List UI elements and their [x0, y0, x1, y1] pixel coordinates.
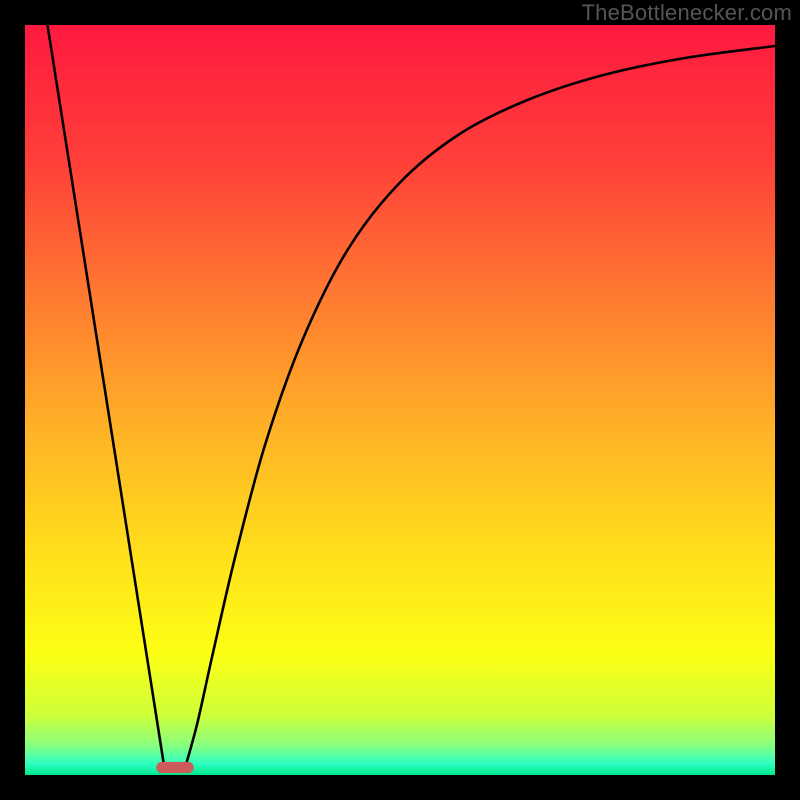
series-left-line: [48, 25, 164, 764]
series-right-curve: [186, 46, 775, 764]
chart-container: TheBottlenecker.com: [0, 0, 800, 800]
plot-area: [25, 25, 775, 775]
valley-marker: [156, 762, 194, 773]
watermark-text: TheBottlenecker.com: [582, 0, 792, 26]
curve-layer: [25, 25, 775, 775]
